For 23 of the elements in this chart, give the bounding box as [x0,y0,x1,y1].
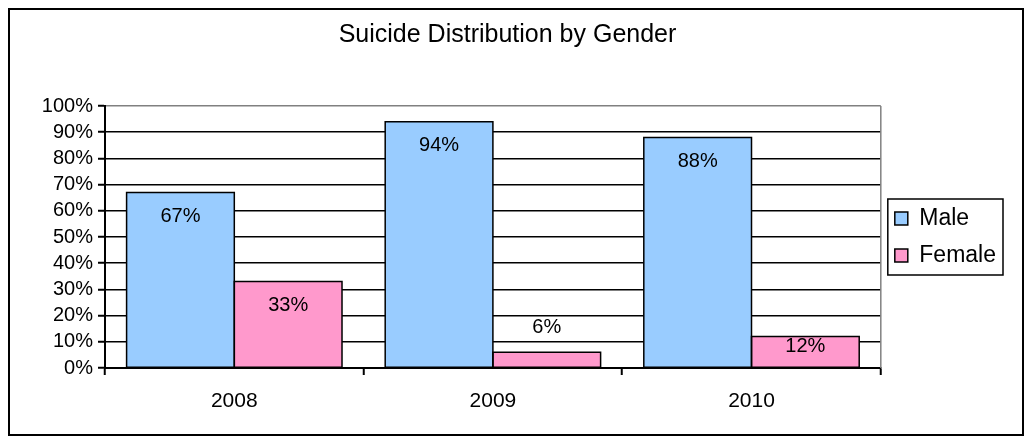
legend-label: Male [919,203,970,230]
y-tick-label: 100% [41,93,94,116]
y-tick-label: 60% [52,198,94,221]
y-tick-label: 10% [52,329,94,352]
x-tick-label: 2009 [469,388,517,412]
data-label: 94% [419,133,460,156]
data-label: 6% [532,314,562,337]
data-label: 67% [160,203,201,226]
y-tick-label: 80% [52,145,94,168]
x-tick-label: 2010 [728,388,775,412]
y-tick-label: 50% [52,224,94,247]
y-tick-label: 40% [52,250,94,273]
x-tick-label: 2008 [210,388,258,412]
data-label: 12% [785,334,826,357]
data-label: 33% [268,293,309,316]
y-tick-label: 20% [52,303,94,326]
legend-label: Female [919,240,997,267]
y-tick-label: 70% [52,172,94,195]
chart-title: Suicide Distribution by Gender [338,18,677,47]
data-label: 88% [677,148,718,171]
y-tick-label: 90% [52,119,94,142]
y-tick-label: 0% [64,355,94,378]
y-tick-label: 30% [52,276,94,299]
